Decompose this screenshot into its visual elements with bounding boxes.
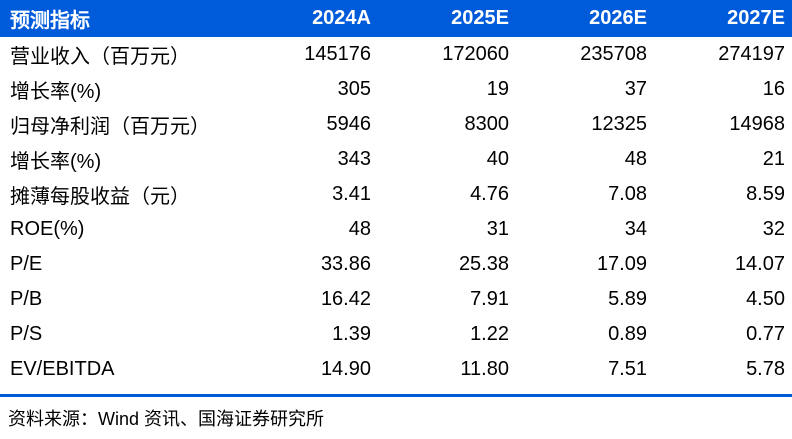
row-value: 16.42 [320, 288, 371, 310]
row-value: 40 [486, 148, 509, 170]
row-label: 归母净利润（百万元） [10, 116, 210, 138]
row-value: 3.41 [332, 183, 371, 205]
table-row: 增长率(%) 343 40 48 21 [0, 142, 792, 177]
row-label: 增长率(%) [10, 81, 102, 103]
row-value: 14.90 [320, 358, 371, 380]
row-label: 摊薄每股收益（元） [10, 186, 190, 208]
row-value: 14968 [729, 113, 785, 135]
row-value: 4.76 [470, 183, 509, 205]
table-row: P/B 16.42 7.91 5.89 4.50 [0, 282, 792, 317]
row-value: 7.91 [470, 288, 509, 310]
row-value: 172060 [442, 43, 509, 65]
source-note: 资料来源：Wind 资讯、国海证券研究所 [8, 409, 325, 429]
row-value: 274197 [718, 43, 785, 65]
forecast-table: 预测指标 2024A 2025E 2026E 2027E 营业收入（百万元） 1… [0, 0, 792, 387]
bottom-rule-divider [0, 394, 792, 397]
column-header-2026e: 2026E [589, 7, 647, 29]
row-value: 5.89 [608, 288, 647, 310]
table-row: P/S 1.39 1.22 0.89 0.77 [0, 317, 792, 352]
row-value: 25.38 [458, 253, 509, 275]
row-label: 营业收入（百万元） [10, 46, 190, 68]
column-header-2027e: 2027E [727, 7, 785, 29]
row-value: 16 [762, 78, 785, 100]
row-value: 5.78 [746, 358, 785, 380]
table-row: EV/EBITDA 14.90 11.80 7.51 5.78 [0, 352, 792, 387]
row-value: 11.80 [460, 358, 509, 380]
row-value: 1.22 [470, 323, 509, 345]
row-value: 4.50 [746, 288, 785, 310]
row-value: 0.77 [746, 323, 785, 345]
row-label: ROE(%) [10, 218, 85, 240]
row-value: 1.39 [332, 323, 371, 345]
row-value: 14.07 [734, 253, 785, 275]
row-value: 19 [486, 78, 509, 100]
table-row: ROE(%) 48 31 34 32 [0, 212, 792, 247]
row-value: 145176 [304, 43, 371, 65]
row-value: 8.59 [746, 183, 785, 205]
column-header-2025e: 2025E [451, 7, 509, 29]
row-value: 48 [348, 218, 371, 240]
row-value: 32 [762, 218, 785, 240]
row-value: 5946 [326, 113, 372, 135]
table-row: 增长率(%) 305 19 37 16 [0, 72, 792, 107]
row-value: 34 [624, 218, 647, 240]
row-value: 48 [624, 148, 647, 170]
table-title: 预测指标 [10, 10, 90, 32]
column-header-2024a: 2024A [312, 7, 371, 29]
row-value: 8300 [464, 113, 510, 135]
row-value: 7.51 [608, 358, 647, 380]
table-row: 归母净利润（百万元） 5946 8300 12325 14968 [0, 107, 792, 142]
table-row: 摊薄每股收益（元） 3.41 4.76 7.08 8.59 [0, 177, 792, 212]
row-value: 0.89 [608, 323, 647, 345]
row-value: 343 [337, 148, 371, 170]
row-value: 33.86 [320, 253, 371, 275]
row-label: P/S [10, 323, 43, 345]
table-row: P/E 33.86 25.38 17.09 14.07 [0, 247, 792, 282]
row-value: 12325 [591, 113, 647, 135]
row-label: 增长率(%) [10, 151, 102, 173]
row-value: 21 [762, 148, 785, 170]
table-row: 营业收入（百万元） 145176 172060 235708 274197 [0, 37, 792, 72]
row-label: EV/EBITDA [10, 358, 115, 380]
row-value: 305 [337, 78, 371, 100]
row-label: P/B [10, 288, 43, 310]
row-value: 235708 [580, 43, 647, 65]
table-body: 营业收入（百万元） 145176 172060 235708 274197 增长… [0, 37, 792, 387]
row-label: P/E [10, 253, 43, 275]
row-value: 37 [624, 78, 647, 100]
row-value: 17.09 [596, 253, 647, 275]
row-value: 7.08 [608, 183, 647, 205]
row-value: 31 [486, 218, 509, 240]
table-header-row: 预测指标 2024A 2025E 2026E 2027E [0, 0, 792, 37]
